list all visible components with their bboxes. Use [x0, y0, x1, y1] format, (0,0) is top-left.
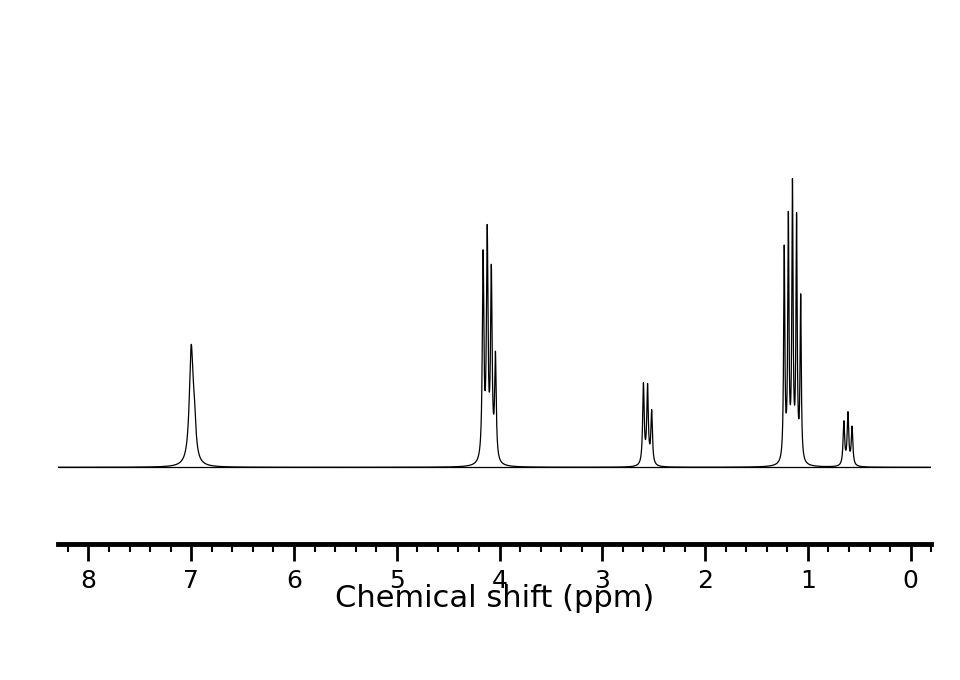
Text: Chemical shift (ppm): Chemical shift (ppm): [335, 584, 654, 613]
